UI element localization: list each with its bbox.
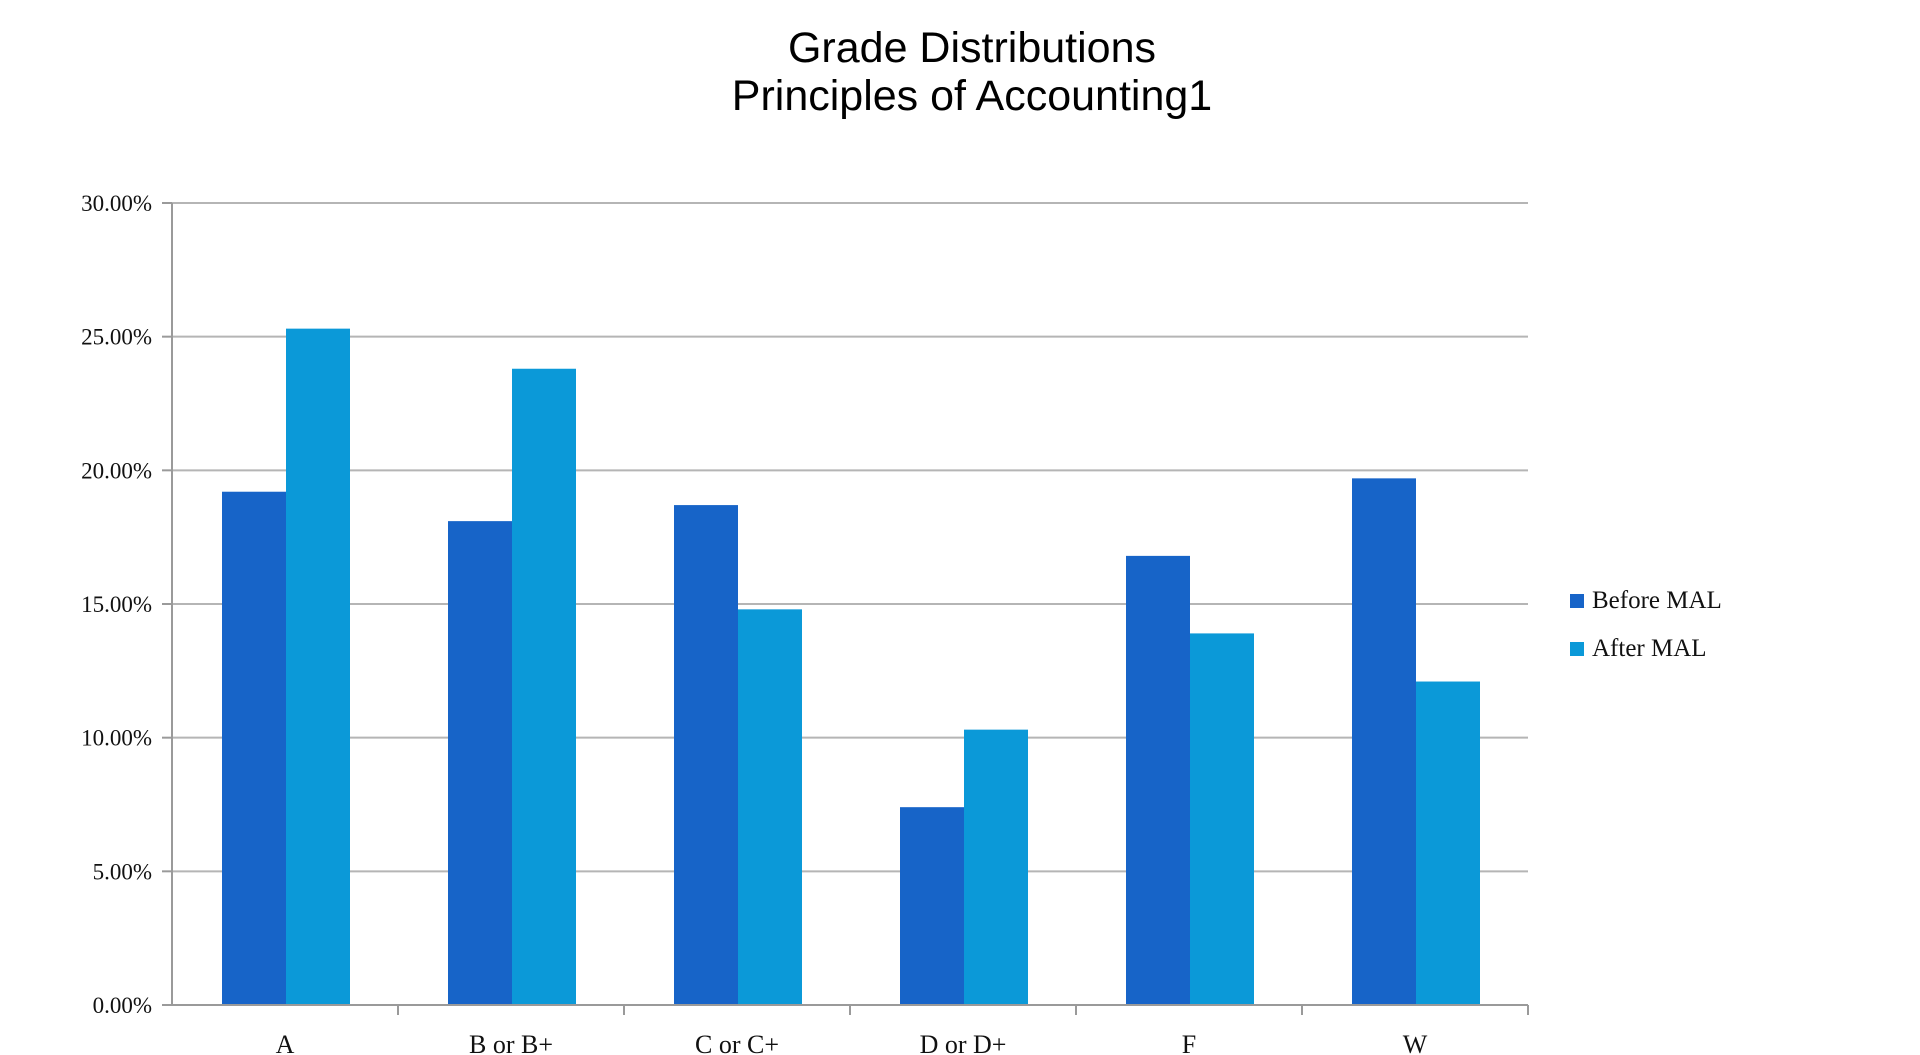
x-axis-category-label: D or D+	[920, 1030, 1007, 1055]
x-axis-category-label: W	[1403, 1030, 1428, 1055]
gridlines	[162, 202, 1528, 1006]
y-axis-tick-label: 25.00%	[81, 325, 152, 350]
legend: Before MAL After MAL	[1570, 587, 1722, 662]
x-axis-category-label: B or B+	[469, 1030, 553, 1055]
legend-swatch	[1570, 594, 1584, 608]
legend-label: Before MAL	[1592, 587, 1722, 614]
y-axis-tick-label: 15.00%	[81, 592, 152, 617]
x-axis-category-labels: A B or B+ C or C+ D or D+ F W	[276, 1030, 1428, 1055]
bar-before-5	[1352, 478, 1416, 1005]
bar-after-5	[1416, 681, 1480, 1005]
bar-after-2	[738, 609, 802, 1005]
bar-after-3	[964, 729, 1028, 1005]
legend-label: After MAL	[1592, 635, 1707, 662]
axes	[171, 203, 1529, 1015]
y-axis-tick-labels: 0.00% 5.00% 10.00% 15.00% 20.00% 25.00% 30.00%	[81, 191, 152, 1018]
chart-title: Grade Distributions	[788, 24, 1156, 72]
bars	[222, 328, 1480, 1006]
bar-before-0	[222, 491, 286, 1006]
bar-before-3	[900, 807, 964, 1005]
y-axis-tick-label: 5.00%	[93, 859, 152, 884]
bar-before-2	[674, 505, 738, 1005]
legend-swatch	[1570, 642, 1584, 656]
chart-title-group: Grade Distributions Principles of Accoun…	[732, 24, 1212, 120]
bar-before-1	[448, 521, 512, 1005]
x-axis-category-label: C or C+	[695, 1030, 779, 1055]
y-axis-tick-label: 0.00%	[93, 993, 152, 1018]
bar-after-1	[512, 368, 576, 1005]
chart-subtitle: Principles of Accounting1	[732, 72, 1212, 120]
x-axis-category-label: A	[276, 1030, 295, 1055]
bar-after-4	[1190, 633, 1254, 1005]
y-axis-tick-label: 20.00%	[81, 458, 152, 483]
bar-after-0	[286, 328, 350, 1005]
bar-before-4	[1126, 555, 1190, 1005]
y-axis-tick-label: 30.00%	[81, 191, 152, 216]
y-axis-tick-label: 10.00%	[81, 726, 152, 751]
x-axis-category-label: F	[1182, 1030, 1196, 1055]
